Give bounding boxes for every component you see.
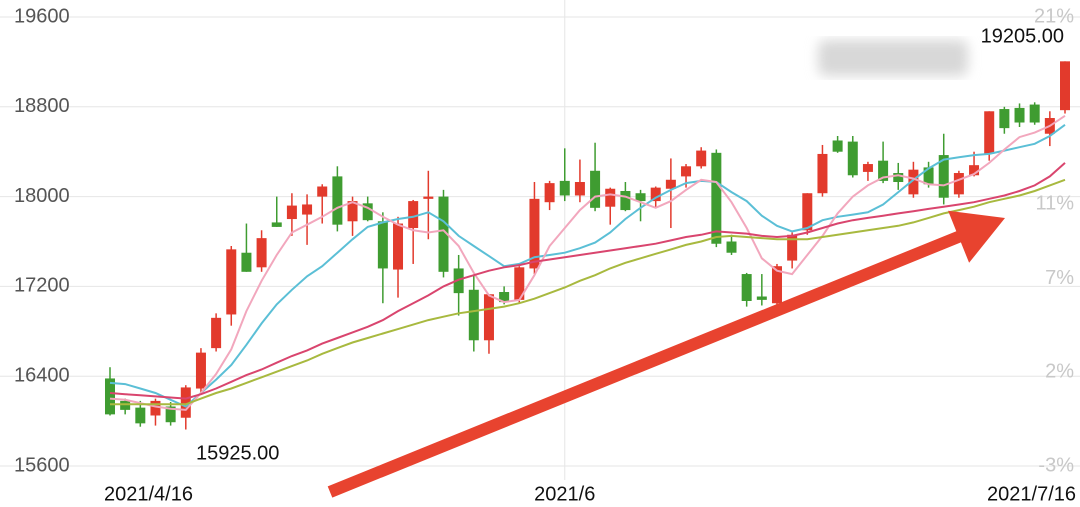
candle-body	[135, 407, 146, 424]
candle-body	[393, 223, 404, 270]
moving-average-line	[109, 123, 1066, 408]
price-annotation: 19205.00	[981, 25, 1064, 47]
candle-body	[862, 164, 873, 172]
candle-body	[241, 252, 252, 272]
candle-body	[302, 204, 313, 215]
candle-body	[499, 292, 510, 303]
candle-body	[180, 387, 191, 418]
candle-body	[923, 167, 934, 185]
candle-body	[878, 160, 889, 181]
candle-body	[893, 173, 904, 183]
candle-body	[150, 400, 161, 416]
candle-body	[377, 221, 388, 269]
candle-body	[544, 183, 555, 203]
candle-body	[1060, 61, 1070, 111]
candle-body	[711, 152, 722, 244]
y-tick-label: 18800	[14, 95, 70, 117]
price-annotation: 15925.00	[196, 442, 279, 464]
plot-area	[105, 61, 1070, 430]
candle-body	[1014, 107, 1025, 123]
candle-body	[332, 176, 343, 225]
y-tick-label: 16400	[14, 364, 70, 386]
candle-body	[635, 193, 646, 202]
moving-average-line	[110, 178, 1066, 406]
grid	[0, 0, 1080, 480]
candle-body	[165, 406, 176, 423]
candle-body	[529, 198, 540, 269]
y2-tick-label: 11%	[1035, 192, 1074, 214]
moving-average-line	[109, 114, 1066, 411]
candle-body	[590, 170, 601, 208]
candle-body	[832, 140, 843, 152]
trend-arrow	[327, 210, 1005, 498]
candle-body	[665, 179, 676, 189]
moving-average-line	[109, 162, 1066, 400]
candle-body	[605, 188, 616, 207]
candle-body	[787, 234, 798, 261]
candle-body	[559, 180, 570, 196]
candle-body	[984, 111, 995, 154]
candle-body	[1029, 104, 1040, 123]
candle-body	[802, 193, 813, 231]
y-tick-label: 19600	[14, 5, 70, 27]
x-tick-label: 2021/7/16	[987, 483, 1076, 505]
candle-body	[969, 165, 980, 176]
candle-body	[574, 182, 585, 196]
candle-body	[483, 294, 494, 341]
x-tick-label: 2021/6	[534, 483, 595, 505]
blurred-watermark	[818, 40, 968, 76]
candle-body	[105, 378, 115, 415]
y-tick-label: 15600	[14, 454, 70, 476]
y-tick-label: 17200	[14, 275, 70, 297]
candle-body	[256, 238, 267, 268]
candle-body	[317, 186, 328, 197]
candle-body	[271, 222, 282, 227]
candle-body	[938, 155, 949, 198]
candle-body	[423, 196, 434, 199]
candle-body	[226, 249, 237, 315]
candle-body	[726, 241, 737, 253]
candle-body	[514, 267, 525, 300]
y2-tick-label: -3%	[1038, 454, 1074, 476]
candle-body	[408, 201, 419, 229]
candle-body	[347, 201, 358, 222]
y-tick-label: 18000	[14, 185, 70, 207]
candle-body	[847, 141, 858, 176]
candle-body	[999, 109, 1010, 129]
y2-tick-label: 21%	[1034, 5, 1074, 27]
y2-tick-label: 7%	[1045, 267, 1074, 289]
y2-tick-label: 2%	[1045, 361, 1074, 383]
candle-body	[650, 187, 661, 202]
candle-body	[195, 352, 206, 389]
candle-body	[771, 266, 782, 304]
candle-body	[741, 274, 752, 301]
candle-body	[696, 150, 707, 167]
candle-body	[362, 203, 373, 221]
candle-body	[120, 400, 131, 410]
candle-body	[468, 289, 479, 341]
candle-body	[211, 317, 222, 349]
candle-body	[756, 296, 767, 300]
candle-body	[817, 153, 828, 194]
x-tick-label: 2021/4/16	[104, 483, 193, 505]
candle-body	[438, 196, 449, 272]
candle-body	[286, 205, 297, 220]
candle-body	[681, 166, 692, 177]
candle-body	[620, 190, 631, 211]
labels: 15600 16400 17200 18000 18800 19600 -3% 2% 7% 11%…	[14, 5, 1076, 505]
candle-body	[953, 173, 964, 195]
candle-body	[908, 169, 919, 195]
